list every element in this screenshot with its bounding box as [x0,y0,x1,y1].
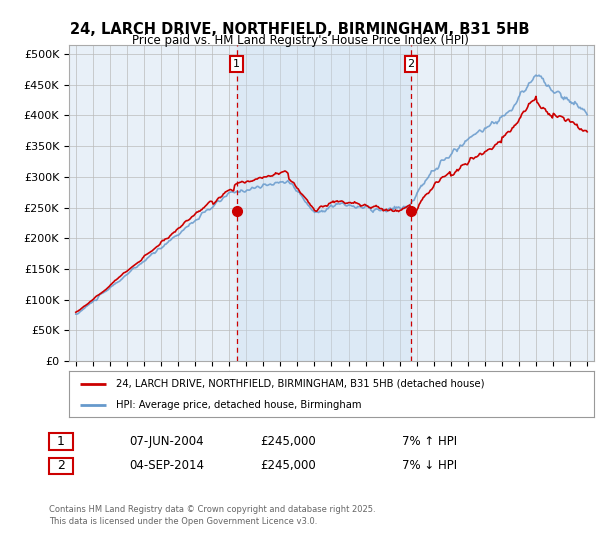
Text: 1: 1 [56,435,65,448]
Text: HPI: Average price, detached house, Birmingham: HPI: Average price, detached house, Birm… [116,400,362,410]
Text: 07-JUN-2004: 07-JUN-2004 [129,435,203,448]
Text: £245,000: £245,000 [260,459,316,473]
Text: £245,000: £245,000 [260,435,316,448]
Text: 04-SEP-2014: 04-SEP-2014 [129,459,204,473]
Text: 7% ↓ HPI: 7% ↓ HPI [402,459,457,473]
Text: 2: 2 [407,59,415,69]
Bar [237,45,411,361]
Text: 7% ↑ HPI: 7% ↑ HPI [402,435,457,448]
Text: 1: 1 [233,59,240,69]
Text: 2: 2 [56,459,65,473]
Text: 24, LARCH DRIVE, NORTHFIELD, BIRMINGHAM, B31 5HB (detached house): 24, LARCH DRIVE, NORTHFIELD, BIRMINGHAM,… [116,379,485,389]
Text: 24, LARCH DRIVE, NORTHFIELD, BIRMINGHAM, B31 5HB: 24, LARCH DRIVE, NORTHFIELD, BIRMINGHAM,… [70,22,530,36]
Text: Price paid vs. HM Land Registry's House Price Index (HPI): Price paid vs. HM Land Registry's House … [131,34,469,47]
Text: Contains HM Land Registry data © Crown copyright and database right 2025.
This d: Contains HM Land Registry data © Crown c… [49,505,376,526]
